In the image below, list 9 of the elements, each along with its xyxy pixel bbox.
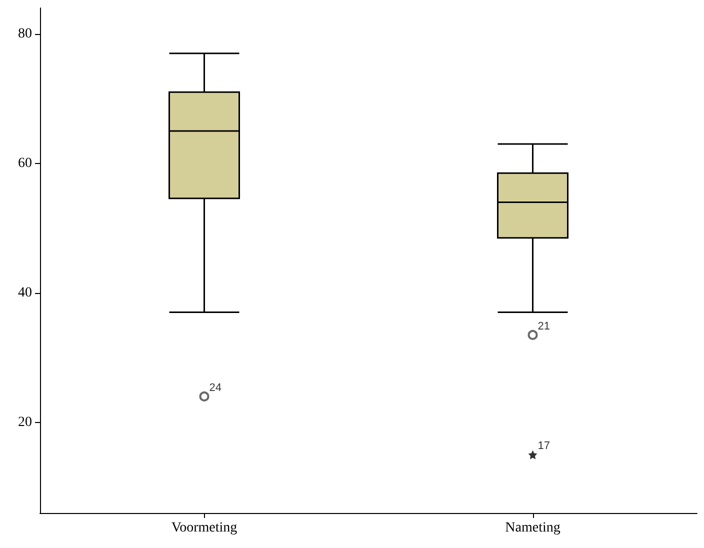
y-tick-label: 60 — [18, 156, 32, 171]
x-tick-label: Nameting — [505, 520, 560, 536]
annotation: 21 — [538, 320, 550, 332]
annotation: 24 — [209, 382, 222, 394]
y-tick-label: 80 — [18, 26, 32, 42]
y-tick-label: 40 — [18, 285, 32, 300]
y-tick-label: 20 — [18, 414, 32, 430]
annotation: 17 — [538, 440, 550, 452]
x-tick-label: Voormeting — [171, 520, 238, 536]
